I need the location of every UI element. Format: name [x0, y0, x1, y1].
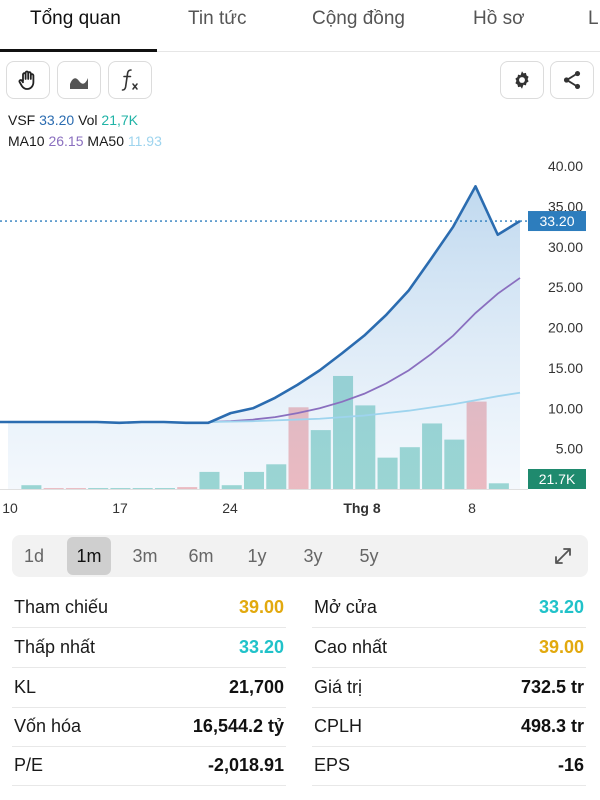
- time-range-selector: 1d 1m 3m 6m 1y 3y 5y: [12, 535, 588, 577]
- stat-cell: Cao nhất 39.00: [312, 628, 586, 668]
- tab-more[interactable]: L: [588, 8, 599, 29]
- price-tag-label: 33.20: [539, 213, 574, 229]
- chart-type-button[interactable]: [57, 61, 101, 99]
- stat-cell: Tham chiếu 39.00: [12, 588, 286, 628]
- stat-cell: Giá trị 732.5 tr: [312, 668, 586, 708]
- drawing-hand-button[interactable]: [6, 61, 50, 99]
- hand-icon: [18, 70, 35, 90]
- volume-tag-label: 21.7K: [539, 471, 576, 487]
- y-tick-label: 35.00: [548, 199, 583, 215]
- stat-value: -16: [557, 755, 584, 775]
- top-tab-bar: Tổng quan Tin tức Cộng đồng Hồ sơ L: [0, 0, 600, 52]
- stat-label: Mở cửa: [314, 597, 377, 617]
- symbol-label: VSF: [8, 112, 36, 128]
- ma10-label: MA10: [8, 133, 45, 149]
- stat-value: 21,700: [228, 677, 284, 697]
- stat-cell: CPLH 498.3 tr: [312, 707, 586, 747]
- stat-value: 39.00: [538, 637, 584, 657]
- active-tab-indicator: [0, 49, 157, 52]
- y-tick-label: 40.00: [548, 158, 583, 174]
- stat-value: 33.20: [238, 637, 284, 657]
- stat-cell: Thấp nhất 33.20: [12, 628, 286, 668]
- price-info-line: VSF 33.20 Vol 21,7K: [8, 112, 138, 128]
- range-6m[interactable]: 6m: [188, 545, 214, 566]
- price-tag: [528, 211, 586, 232]
- indicator-button[interactable]: [108, 61, 152, 99]
- x-tick-label: 8: [468, 500, 476, 516]
- volume-tag: [528, 469, 586, 489]
- range-1d[interactable]: 1d: [23, 545, 45, 566]
- gear-icon: [515, 71, 529, 89]
- stat-label: Giá trị: [314, 677, 363, 697]
- stat-value: 498.3 tr: [520, 716, 584, 736]
- share-button[interactable]: [550, 61, 594, 99]
- chart-settings-button[interactable]: [500, 61, 544, 99]
- stats-row: KL 21,700 Giá trị 732.5 tr: [12, 668, 588, 708]
- stat-cell: Vốn hóa 16,544.2 tỷ: [12, 707, 286, 747]
- price-volume-chart[interactable]: 40.00 35.00 30.00 25.00 20.00 15.00 10.00 5.00 3…: [0, 125, 600, 525]
- range-3m[interactable]: 3m: [132, 545, 158, 566]
- stat-cell: KL 21,700: [12, 668, 286, 708]
- y-tick-label: 25.00: [548, 279, 583, 295]
- tab-community[interactable]: Cộng đồng: [312, 8, 405, 29]
- stats-row: Thấp nhất 33.20 Cao nhất 39.00: [12, 628, 588, 668]
- y-tick-label: 20.00: [548, 320, 583, 336]
- stat-label: CPLH: [314, 716, 363, 736]
- stat-label: EPS: [314, 755, 351, 775]
- price-value: 33.20: [39, 112, 75, 128]
- tab-overview[interactable]: Tổng quan: [30, 8, 121, 29]
- y-tick-label: 5.00: [556, 441, 583, 457]
- range-1m[interactable]: 1m: [67, 537, 111, 575]
- stat-label: Vốn hóa: [14, 716, 82, 736]
- y-tick-label: 15.00: [548, 360, 583, 376]
- stat-value: 39.00: [238, 597, 284, 617]
- stat-label: KL: [14, 677, 37, 697]
- x-tick-label: 17: [112, 500, 128, 516]
- ma50-value: 11.93: [127, 133, 162, 149]
- stat-label: Cao nhất: [314, 637, 388, 657]
- stats-row: Vốn hóa 16,544.2 tỷ CPLH 498.3 tr: [12, 707, 588, 747]
- range-1y[interactable]: 1y: [247, 545, 267, 566]
- ma50-line: [208, 391, 521, 423]
- share-icon: [563, 71, 581, 89]
- expand-icon[interactable]: [552, 545, 574, 567]
- stat-cell: P/E -2,018.91: [12, 746, 286, 786]
- y-tick-label: 30.00: [548, 239, 583, 255]
- tab-news[interactable]: Tin tức: [188, 8, 247, 29]
- wave-line-icon: [70, 78, 88, 89]
- price-line: [8, 185, 521, 425]
- ma50-label: MA50: [87, 133, 124, 149]
- price-area: [8, 186, 520, 490]
- range-3y[interactable]: 3y: [303, 545, 323, 566]
- stat-label: P/E: [14, 755, 44, 775]
- stat-value: 732.5 tr: [520, 677, 584, 697]
- stats-row: Tham chiếu 39.00 Mở cửa 33.20: [12, 588, 588, 628]
- vol-value: 21,7K: [101, 112, 139, 128]
- stat-label: Thấp nhất: [14, 637, 96, 657]
- stats-row: P/E -2,018.91 EPS -16: [12, 746, 588, 786]
- stat-cell: EPS -16: [312, 746, 586, 786]
- vol-label: Vol: [78, 112, 98, 128]
- tab-profile[interactable]: Hồ sơ: [473, 8, 525, 29]
- stat-value: 16,544.2 tỷ: [192, 716, 284, 736]
- stat-value: 33.20: [538, 597, 584, 617]
- y-tick-label: 10.00: [548, 400, 583, 416]
- ma10-value: 26.15: [48, 133, 84, 149]
- ma-info-line: MA10 26.15 MA50 11.93: [8, 133, 162, 149]
- stat-cell: Mở cửa 33.20: [312, 588, 586, 628]
- x-tick-label: 24: [222, 500, 238, 516]
- ma10-line: [208, 277, 521, 423]
- stat-label: Tham chiếu: [14, 597, 109, 617]
- x-tick-label: Thg 8: [343, 500, 381, 516]
- x-tick-label: 10: [2, 500, 18, 516]
- stat-value: -2,018.91: [207, 755, 284, 775]
- range-5y[interactable]: 5y: [359, 545, 379, 566]
- function-fx-icon: [121, 69, 138, 91]
